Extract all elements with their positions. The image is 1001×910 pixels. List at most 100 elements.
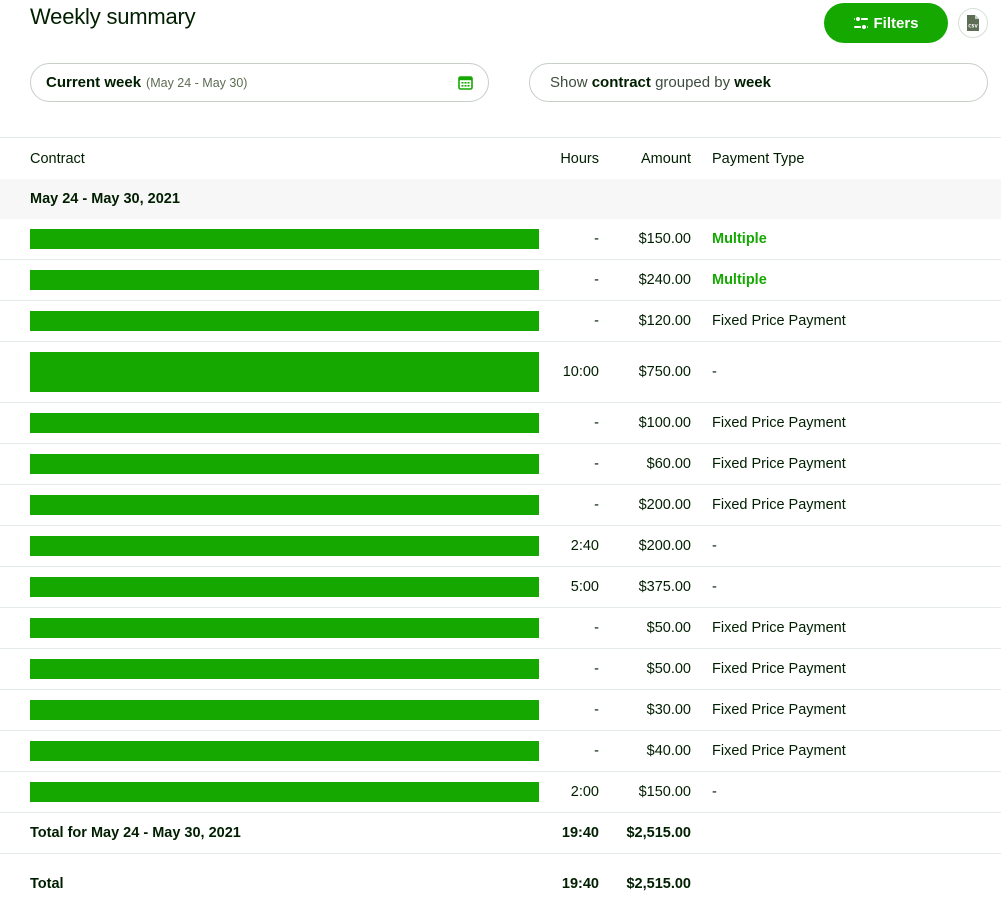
contract-name-redacted[interactable] [30, 741, 539, 761]
row-amount: $375.00 [638, 579, 691, 595]
csv-icon-text: CSV [968, 24, 978, 29]
contract-name-redacted[interactable] [30, 352, 539, 392]
row-payment-type: Fixed Price Payment [712, 497, 846, 513]
row-amount: $50.00 [646, 661, 691, 677]
row-amount: $60.00 [646, 456, 691, 472]
row-hours: - [594, 661, 599, 677]
row-hours: 5:00 [570, 579, 599, 595]
row-payment-type: - [712, 784, 717, 800]
column-header-amount: Amount [641, 150, 691, 167]
row-payment-type: Fixed Price Payment [712, 743, 846, 759]
row-amount: $750.00 [638, 364, 691, 380]
contract-name-redacted[interactable] [30, 659, 539, 679]
row-hours: 2:00 [570, 784, 599, 800]
week-total-label: Total for May 24 - May 30, 2021 [30, 825, 241, 841]
row-amount: $30.00 [646, 702, 691, 718]
row-amount: $120.00 [638, 313, 691, 329]
table-row[interactable]: - $150.00 Multiple [0, 219, 1001, 260]
table-row[interactable]: 2:00 $150.00 - [0, 772, 1001, 813]
summary-table: Contract Hours Amount Payment Type May 2… [0, 137, 1001, 910]
csv-file-icon: CSV [967, 15, 979, 31]
row-amount: $40.00 [646, 743, 691, 759]
table-row[interactable]: 10:00 $750.00 - [0, 342, 1001, 403]
row-amount: $100.00 [638, 415, 691, 431]
group-by-value: week [734, 74, 771, 91]
week-total-hours: 19:40 [561, 825, 599, 841]
table-row[interactable]: - $120.00 Fixed Price Payment [0, 301, 1001, 342]
filters-button[interactable]: Filters [824, 3, 948, 43]
table-body: - $150.00 Multiple - $240.00 Multiple - $120.00… [0, 219, 1001, 813]
week-selector-range: (May 24 - May 30) [146, 75, 248, 90]
csv-download-button[interactable]: CSV [958, 8, 988, 38]
row-payment-type: Fixed Price Payment [712, 415, 846, 431]
row-hours: - [594, 456, 599, 472]
week-group-header: May 24 - May 30, 2021 [0, 179, 1001, 219]
table-row[interactable]: - $50.00 Fixed Price Payment [0, 649, 1001, 690]
row-payment-type[interactable]: Multiple [712, 231, 767, 247]
contract-name-redacted[interactable] [30, 311, 539, 331]
week-group-label: May 24 - May 30, 2021 [30, 191, 180, 207]
contract-name-redacted[interactable] [30, 454, 539, 474]
row-amount: $200.00 [638, 538, 691, 554]
row-hours: - [594, 272, 599, 288]
page-title: Weekly summary [30, 4, 196, 29]
contract-name-redacted[interactable] [30, 700, 539, 720]
row-hours: 2:40 [570, 538, 599, 554]
row-payment-type: - [712, 579, 717, 595]
contract-name-redacted[interactable] [30, 495, 539, 515]
table-row[interactable]: - $60.00 Fixed Price Payment [0, 444, 1001, 485]
contract-name-redacted[interactable] [30, 782, 539, 802]
calendar-icon [458, 76, 473, 90]
row-hours: 10:00 [562, 364, 599, 380]
table-row[interactable]: - $100.00 Fixed Price Payment [0, 403, 1001, 444]
group-by-selector[interactable]: Show contract grouped by week [529, 63, 988, 102]
contract-name-redacted[interactable] [30, 229, 539, 249]
row-hours: - [594, 743, 599, 759]
row-amount: $240.00 [638, 272, 691, 288]
table-row[interactable]: - $30.00 Fixed Price Payment [0, 690, 1001, 731]
contract-name-redacted[interactable] [30, 270, 539, 290]
row-payment-type: Fixed Price Payment [712, 661, 846, 677]
row-amount: $150.00 [638, 784, 691, 800]
row-payment-type: - [712, 364, 717, 380]
row-payment-type[interactable]: Multiple [712, 272, 767, 288]
table-row[interactable]: - $200.00 Fixed Price Payment [0, 485, 1001, 526]
row-amount: $200.00 [638, 497, 691, 513]
filters-button-label: Filters [873, 14, 919, 32]
column-header-hours: Hours [560, 150, 599, 167]
week-selector-label: Current week [46, 74, 142, 91]
row-payment-type: Fixed Price Payment [712, 456, 846, 472]
grand-total-hours: 19:40 [561, 876, 599, 892]
week-selector[interactable]: Current week (May 24 - May 30) [30, 63, 489, 102]
contract-name-redacted[interactable] [30, 618, 539, 638]
group-by-prefix: Show [550, 74, 588, 91]
table-row[interactable]: - $40.00 Fixed Price Payment [0, 731, 1001, 772]
row-hours: - [594, 313, 599, 329]
table-row[interactable]: - $240.00 Multiple [0, 260, 1001, 301]
row-hours: - [594, 497, 599, 513]
group-by-field: contract [591, 74, 651, 91]
week-total-row: Total for May 24 - May 30, 2021 19:40 $2… [0, 813, 1001, 854]
row-hours: - [594, 231, 599, 247]
grand-total-row: Total 19:40 $2,515.00 [0, 854, 1001, 910]
table-row[interactable]: 5:00 $375.00 - [0, 567, 1001, 608]
row-payment-type: Fixed Price Payment [712, 702, 846, 718]
grand-total-label: Total [30, 876, 64, 892]
row-payment-type: - [712, 538, 717, 554]
table-header: Contract Hours Amount Payment Type [0, 138, 1001, 179]
contract-name-redacted[interactable] [30, 577, 539, 597]
table-row[interactable]: - $50.00 Fixed Price Payment [0, 608, 1001, 649]
row-hours: - [594, 620, 599, 636]
contract-name-redacted[interactable] [30, 413, 539, 433]
row-payment-type: Fixed Price Payment [712, 620, 846, 636]
row-hours: - [594, 702, 599, 718]
week-total-amount: $2,515.00 [626, 825, 691, 841]
grand-total-amount: $2,515.00 [626, 876, 691, 892]
table-row[interactable]: 2:40 $200.00 - [0, 526, 1001, 567]
column-header-payment-type: Payment Type [712, 150, 805, 167]
row-amount: $150.00 [638, 231, 691, 247]
row-payment-type: Fixed Price Payment [712, 313, 846, 329]
column-header-contract: Contract [30, 150, 85, 167]
sliders-icon [854, 15, 869, 31]
contract-name-redacted[interactable] [30, 536, 539, 556]
